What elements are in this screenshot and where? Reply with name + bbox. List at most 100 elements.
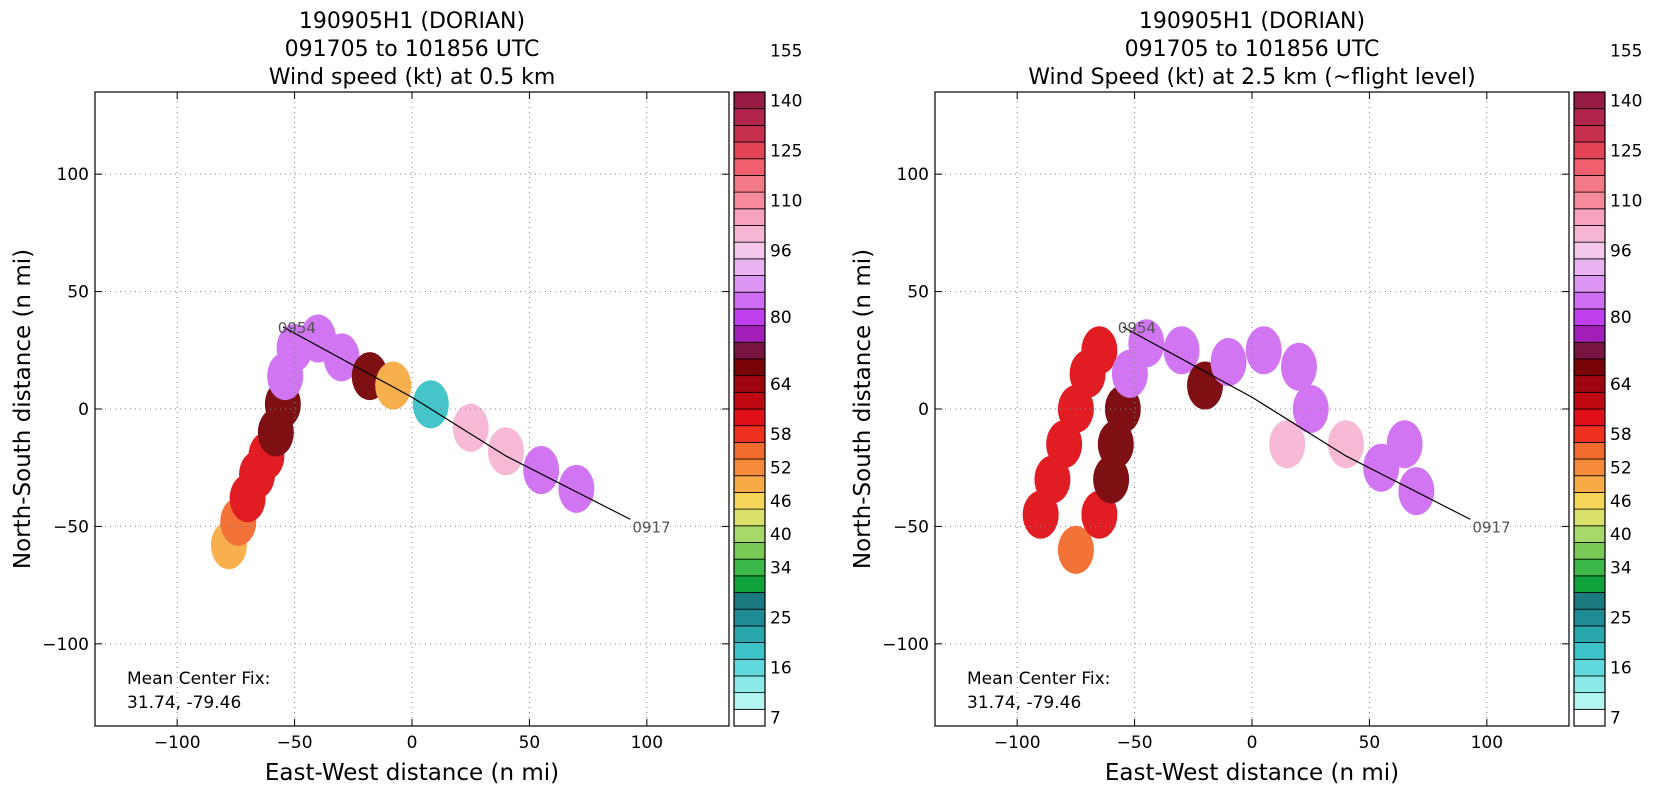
colorbar-swatch: [733, 225, 766, 243]
colorbar-tick-label: 125: [770, 141, 802, 161]
colorbar-swatch: [1573, 642, 1606, 660]
colorbar-tick-label: 155: [770, 41, 802, 61]
colorbar-swatch: [733, 642, 766, 660]
colorbar-swatch: [733, 692, 766, 710]
colorbar-swatch: [1573, 325, 1606, 343]
colorbar-swatch: [733, 708, 766, 727]
colorbar-tick-label: 110: [770, 191, 802, 211]
chart-title-line: Wind speed (kt) at 0.5 km: [269, 65, 556, 90]
x-tick-label: −50: [1117, 733, 1153, 753]
flight-track: [1122, 326, 1471, 520]
colorbar-swatch: [1573, 225, 1606, 243]
colorbar-swatch: [1573, 158, 1606, 176]
x-tick-label: 50: [1359, 733, 1381, 753]
colorbar-tick-label: 34: [1610, 559, 1632, 579]
colorbar-tick-label: 40: [770, 525, 792, 545]
y-tick-label: −100: [42, 635, 89, 655]
colorbar-swatch: [1573, 575, 1606, 593]
colorbar-swatch: [733, 608, 766, 627]
chart-title-line: Wind Speed (kt) at 2.5 km (~flight level…: [1028, 65, 1475, 90]
colorbar-swatch: [1573, 175, 1606, 193]
colorbar-swatch: [1573, 525, 1606, 543]
chart-panel-2: 190905H1 (DORIAN) 091705 to 101856 UTC Win…: [850, 9, 1642, 786]
y-tick-label: 50: [67, 283, 89, 303]
colorbar-tick-label: 140: [770, 91, 802, 111]
colorbar-swatch: [733, 675, 766, 694]
wind-field: [1022, 319, 1435, 574]
grid: [95, 92, 729, 726]
x-tick-label: 100: [1471, 733, 1503, 753]
colorbar-tick-label: 7: [1610, 709, 1621, 729]
colorbar-swatch: [733, 141, 766, 160]
colorbar-swatch: [733, 341, 766, 360]
colorbar-swatch: [733, 308, 766, 326]
colorbar-tick-label: 58: [770, 425, 792, 445]
colorbar-swatch: [733, 508, 766, 527]
colorbar-tick-label: 16: [770, 659, 792, 679]
wind-cell: [523, 446, 560, 495]
chart-title-line: 091705 to 101856 UTC: [1125, 37, 1380, 62]
colorbar-swatch: [1573, 191, 1606, 210]
y-tick-label: 0: [78, 400, 89, 420]
center-fix-note: Mean Center Fix:: [967, 669, 1110, 689]
wind-field: [210, 314, 595, 570]
wind-cell: [1081, 326, 1118, 375]
colorbar-swatch: [733, 275, 766, 293]
colorbar-tick-label: 7: [770, 709, 781, 729]
colorbar: 7 16 25 34 40 46 52 58 64 80 96 110 125 140 155: [1573, 41, 1642, 729]
colorbar-swatch: [1573, 675, 1606, 694]
colorbar-tick-label: 64: [770, 375, 792, 395]
colorbar-swatch: [733, 492, 766, 510]
y-tick-label: 50: [907, 283, 929, 303]
colorbar-swatch: [733, 358, 766, 377]
colorbar-tick-label: 25: [1610, 609, 1632, 629]
wind-cell: [375, 361, 412, 410]
colorbar-tick-label: 96: [770, 242, 792, 262]
colorbar-swatch: [733, 542, 766, 560]
y-tick-label: 100: [897, 165, 929, 185]
colorbar-swatch: [1573, 592, 1606, 610]
grid: [935, 92, 1569, 726]
colorbar-swatch: [1573, 108, 1606, 126]
colorbar-swatch: [733, 191, 766, 210]
colorbar-tick-label: 64: [1610, 375, 1632, 395]
y-tick-label: −100: [882, 635, 929, 655]
wind-cell: [1057, 525, 1094, 574]
colorbar-swatch: [1573, 608, 1606, 627]
wind-cell: [1386, 420, 1423, 469]
x-axis-label: East-West distance (n mi): [1105, 760, 1399, 786]
flight-track: [282, 326, 631, 520]
colorbar-tick-label: 80: [770, 308, 792, 328]
colorbar-frame: [1573, 91, 1606, 727]
colorbar-swatch: [1573, 124, 1606, 143]
x-tick-label: 100: [631, 733, 663, 753]
colorbar-tick-label: 110: [1610, 191, 1642, 211]
colorbar-swatch: [1573, 508, 1606, 527]
colorbar-swatch: [733, 375, 766, 393]
colorbar-tick-label: 34: [770, 559, 792, 579]
colorbar-swatch: [1573, 542, 1606, 560]
colorbar-swatch: [1573, 141, 1606, 160]
colorbar-swatch: [733, 475, 766, 493]
x-tick-label: 0: [407, 733, 418, 753]
colorbar-swatch: [1573, 91, 1606, 110]
colorbar-frame: [733, 91, 766, 727]
wind-cell: [1163, 326, 1200, 375]
colorbar-swatch: [733, 441, 766, 460]
colorbar-swatch: [733, 291, 766, 310]
chart-title-line: 190905H1 (DORIAN): [1139, 9, 1365, 34]
track-label: 0917: [1472, 518, 1510, 536]
colorbar-swatch: [733, 625, 766, 643]
y-tick-label: −50: [893, 517, 929, 537]
colorbar-tick-label: 58: [1610, 425, 1632, 445]
colorbar-tick-label: 125: [1610, 141, 1642, 161]
colorbar-swatch: [1573, 425, 1606, 443]
colorbar-swatch: [733, 258, 766, 276]
x-tick-label: 0: [1247, 733, 1258, 753]
chart-title-line: 190905H1 (DORIAN): [299, 9, 525, 34]
center-fix-note: Mean Center Fix:: [127, 669, 270, 689]
colorbar-swatch: [1573, 391, 1606, 410]
colorbar-tick-label: 40: [1610, 525, 1632, 545]
colorbar-swatch: [1573, 492, 1606, 510]
